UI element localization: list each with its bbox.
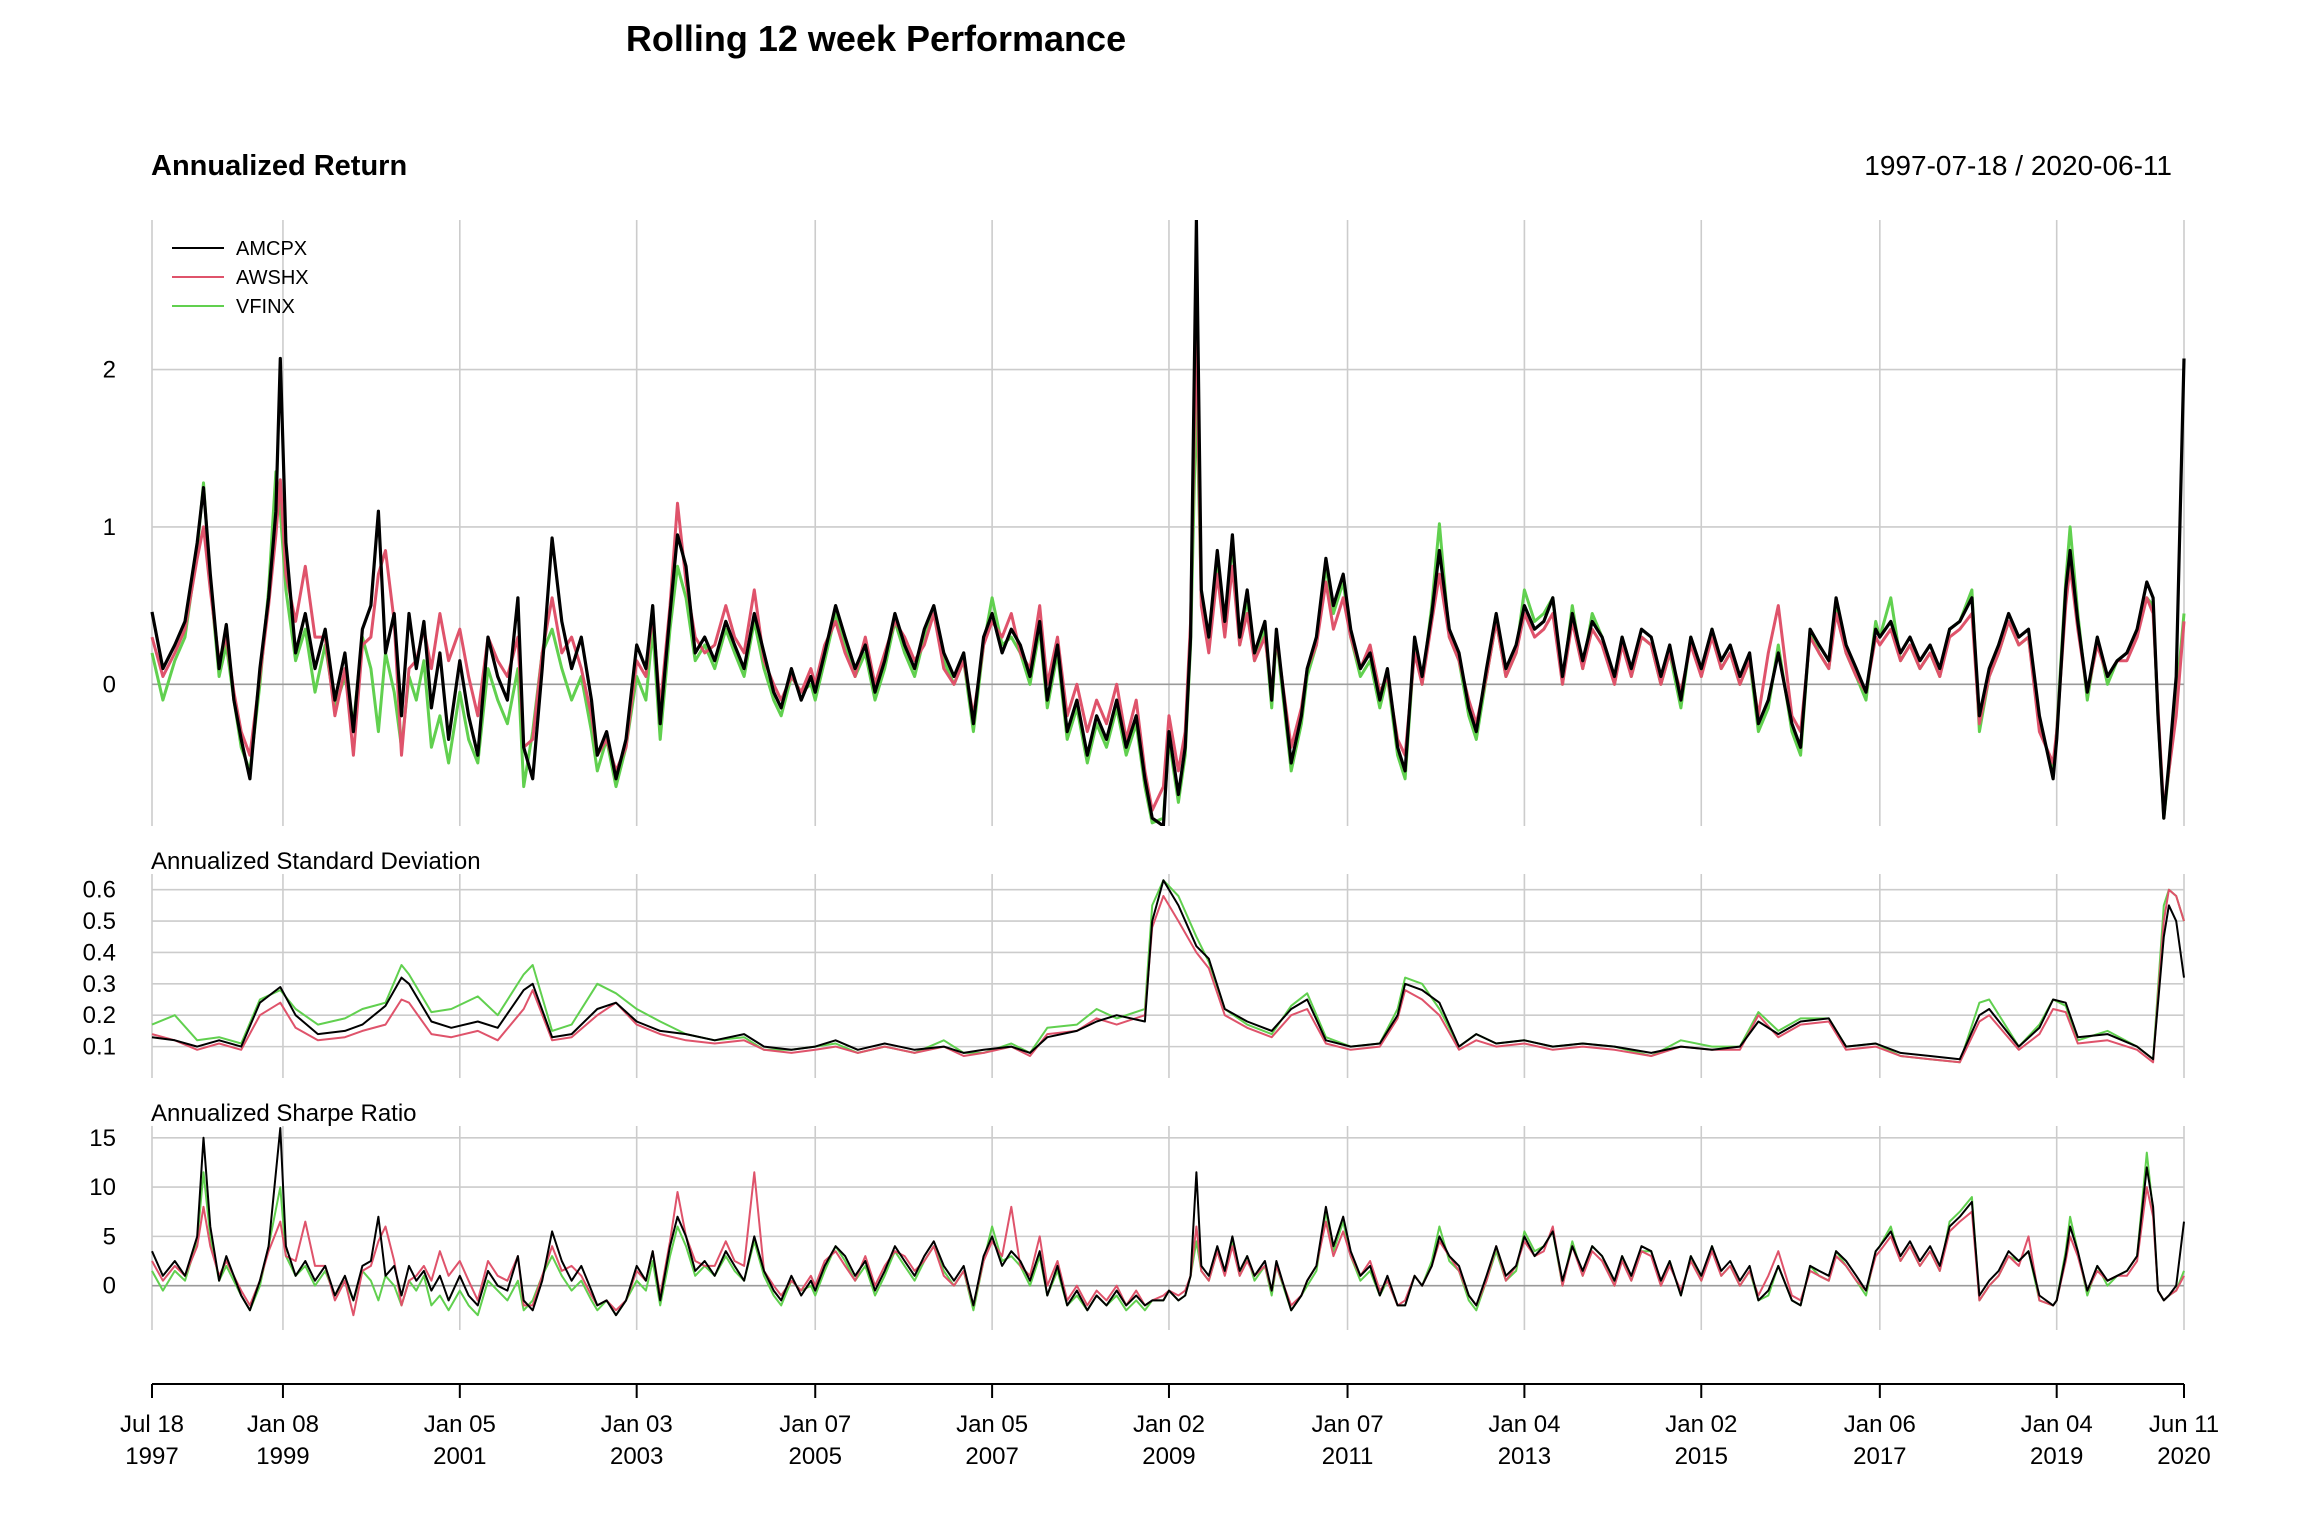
panel-title-sharpe: Annualized Sharpe Ratio: [151, 1100, 417, 1127]
legend-label-vfinx: VFINX: [236, 296, 295, 318]
x-tick-year: 2019: [2030, 1443, 2083, 1470]
y-tick-label: 0.2: [83, 1002, 116, 1029]
x-tick-year: 2009: [1142, 1443, 1195, 1470]
y-tick-label: 0.4: [83, 939, 116, 966]
x-tick-year: 1997: [125, 1443, 178, 1470]
annualized-stddev-panel: Annualized Standard Deviation 0.1 0.2 0.3 0…: [83, 848, 2185, 1078]
y-tick-label: 2: [103, 357, 116, 384]
series-line-awshx: [151, 888, 2185, 1064]
date-range-label: 1997-07-18 / 2020-06-11: [1864, 150, 2172, 181]
y-tick-label: 1: [103, 514, 116, 541]
legend-label-awshx: AWSHX: [236, 267, 309, 289]
y-tick-label: 5: [103, 1223, 116, 1250]
series-line-awshx: [151, 1171, 2185, 1317]
x-tick-label: Jan 04: [1488, 1411, 1560, 1438]
x-tick-label: Jan 02: [1133, 1411, 1205, 1438]
panel-title-return: Annualized Return: [151, 150, 407, 182]
x-tick-label: Jan 07: [1312, 1411, 1384, 1438]
x-axis: Jul 18 1997 Jan 08 1999 Jan 05 2001 Jan 03 2003…: [120, 1383, 2219, 1470]
y-tick-label: 10: [89, 1174, 116, 1201]
x-tick-label: Jan 08: [247, 1411, 319, 1438]
x-tick-year: 2017: [1853, 1443, 1906, 1470]
x-tick-label: Jan 06: [1844, 1411, 1916, 1438]
y-tick-label: 0.1: [83, 1034, 116, 1061]
x-tick-year: 2015: [1675, 1443, 1728, 1470]
x-tick-year: 2001: [433, 1443, 486, 1470]
annualized-sharpe-panel: Annualized Sharpe Ratio 0 5 10 15: [89, 1100, 2185, 1330]
x-tick-label: Jan 05: [424, 1411, 496, 1438]
y-tick-label: 0: [103, 1273, 116, 1300]
panel-title-stddev: Annualized Standard Deviation: [151, 848, 481, 875]
x-tick-label: Jul 18: [120, 1411, 184, 1438]
x-tick-label: Jan 04: [2021, 1411, 2093, 1438]
x-tick-label: Jan 05: [956, 1411, 1028, 1438]
legend: AMCPX AWSHX VFINX: [172, 238, 309, 318]
x-tick-label: Jan 03: [601, 1411, 673, 1438]
series-line-amcpx: [151, 879, 2185, 1061]
x-tick-year: 2020: [2157, 1443, 2210, 1470]
annualized-return-panel: Annualized Return 0 1 2: [103, 150, 2186, 826]
series-line-awshx: [150, 320, 2186, 812]
x-tick-year: 2013: [1498, 1443, 1551, 1470]
y-tick-label: 0.3: [83, 971, 116, 998]
series-line-amcpx: [150, 220, 2186, 826]
legend-label-amcpx: AMCPX: [236, 238, 307, 260]
x-tick-year: 2003: [610, 1443, 663, 1470]
x-tick-label: Jan 02: [1665, 1411, 1737, 1438]
x-tick-year: 1999: [256, 1443, 309, 1470]
y-tick-label: 0: [103, 671, 116, 698]
chart-title: Rolling 12 week Performance: [626, 18, 1126, 59]
x-tick-year: 2007: [965, 1443, 1018, 1470]
x-tick-label: Jun 11: [2149, 1411, 2219, 1438]
y-tick-label: 0.5: [83, 908, 116, 935]
y-tick-label: 0.6: [83, 877, 116, 904]
y-tick-label: 15: [89, 1125, 116, 1152]
x-tick-year: 2011: [1322, 1443, 1374, 1470]
x-tick-label: Jan 07: [779, 1411, 851, 1438]
series-line-amcpx: [151, 1127, 2185, 1317]
x-tick-year: 2005: [789, 1443, 842, 1470]
